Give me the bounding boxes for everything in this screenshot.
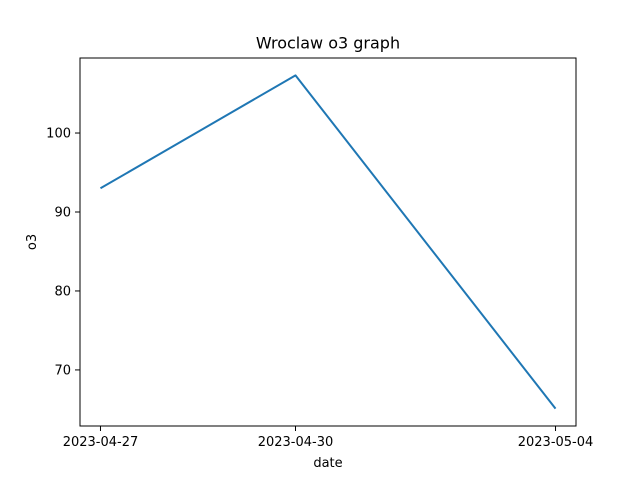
x-tick-label: 2023-04-30 [258, 435, 334, 450]
x-tick-label: 2023-04-27 [63, 435, 139, 450]
x-axis: 2023-04-27 2023-04-30 2023-05-04 [63, 426, 594, 450]
y-tick-label: 100 [46, 127, 71, 142]
x-axis-label: date [313, 456, 342, 471]
y-tick-label: 70 [54, 363, 71, 378]
y-axis: 70 80 90 100 [46, 127, 80, 378]
y-tick-label: 90 [54, 205, 71, 220]
series-line-group [99, 74, 557, 410]
y-axis-label: o3 [25, 234, 40, 250]
plot-area [79, 57, 577, 427]
chart-title: Wroclaw o3 graph [256, 34, 400, 53]
y-tick-label: 80 [54, 284, 71, 299]
plot-frame [79, 57, 577, 427]
x-tick-label: 2023-05-04 [518, 435, 594, 450]
series-line-0 [99, 74, 557, 410]
